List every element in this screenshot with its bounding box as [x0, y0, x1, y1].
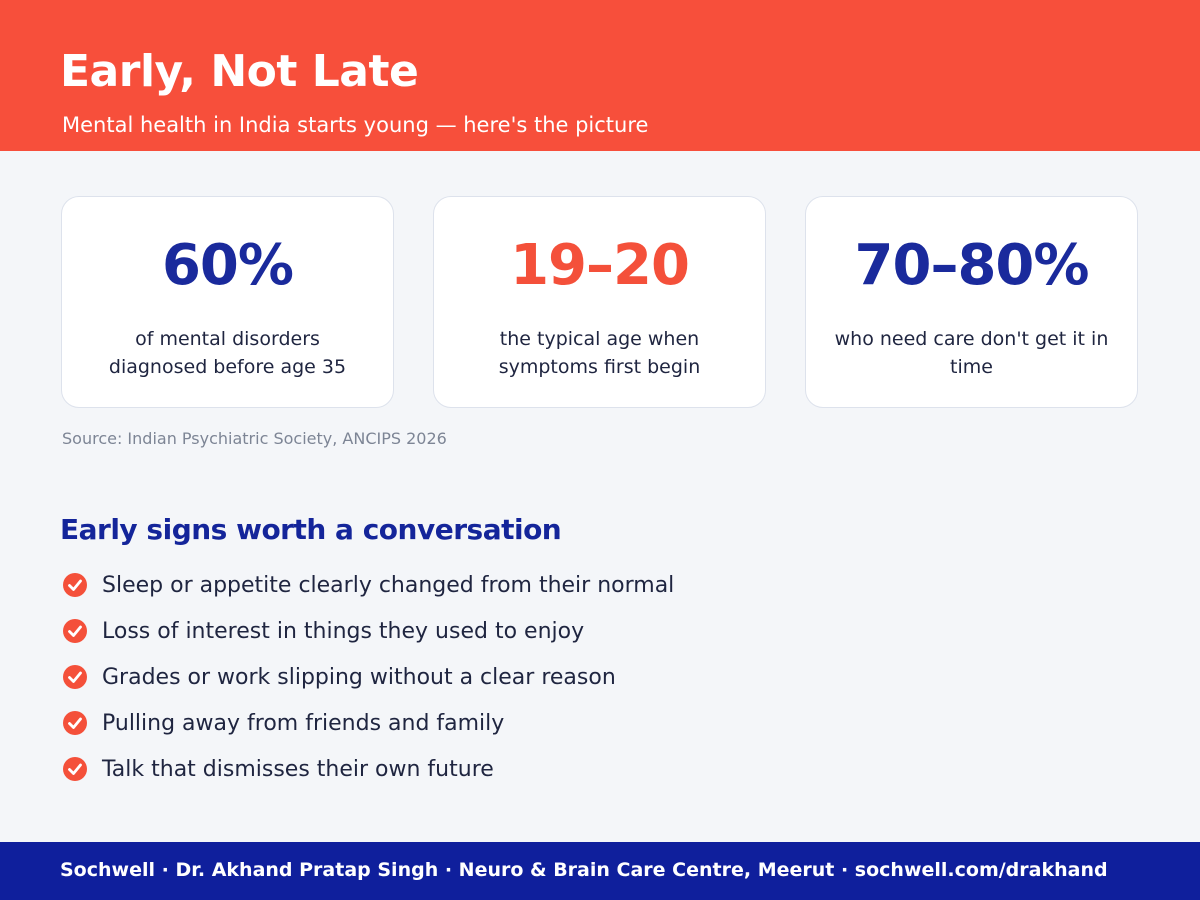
stat-value: 70–80%: [854, 233, 1090, 298]
footer-text: Sochwell · Dr. Akhand Pratap Singh · Neu…: [60, 859, 1108, 881]
stat-value: 19–20: [510, 233, 690, 298]
check-circle: [63, 711, 87, 735]
check-icon: [63, 711, 87, 735]
title: Early, Not Late: [60, 46, 419, 97]
check-circle: [63, 619, 87, 643]
check-mark: [68, 671, 82, 683]
check-icon: [63, 619, 87, 643]
sign-item: Pulling away from friends and family: [62, 708, 504, 738]
section-title: Early signs worth a conversation: [60, 513, 562, 546]
sign-item: Sleep or appetite clearly changed from t…: [62, 570, 674, 600]
subtitle: Mental health in India starts young — he…: [62, 113, 649, 137]
stat-card: 70–80% who need care don't get it in time: [805, 196, 1138, 408]
check-mark: [68, 763, 82, 775]
check-icon: [63, 665, 87, 689]
sign-text: Talk that dismisses their own future: [102, 756, 494, 782]
stat-label: who need care don't get it in time: [834, 328, 1109, 378]
check-mark: [68, 717, 82, 729]
source: Source: Indian Psychiatric Society, ANCI…: [62, 429, 447, 448]
footer: Sochwell · Dr. Akhand Pratap Singh · Neu…: [0, 842, 1200, 900]
check-icon: [63, 573, 87, 597]
sign-text: Sleep or appetite clearly changed from t…: [102, 572, 675, 598]
stat-label: of mental disorders diagnosed before age…: [108, 328, 347, 378]
sign-item: Grades or work slipping without a clear …: [62, 662, 616, 692]
check-circle: [63, 757, 87, 781]
stat-card: 19–20 the typical age when symptoms first…: [433, 196, 766, 408]
sign-text: Loss of interest in things they used to …: [102, 618, 585, 644]
sign-text: Pulling away from friends and family: [102, 710, 505, 736]
check-mark: [68, 625, 82, 637]
check-circle: [63, 665, 87, 689]
stat-card: 60% of mental disorders diagnosed before …: [61, 196, 394, 408]
sign-text: Grades or work slipping without a clear …: [102, 664, 616, 690]
check-icon: [63, 757, 87, 781]
stat-value: 60%: [161, 233, 294, 298]
sign-item: Talk that dismisses their own future: [62, 754, 494, 784]
header: Early, Not Late Mental health in India s…: [0, 0, 1200, 151]
sign-item: Loss of interest in things they used to …: [62, 616, 584, 646]
check-mark: [68, 579, 82, 591]
stat-label: the typical age when symptoms first begi…: [498, 328, 701, 378]
check-circle: [63, 573, 87, 597]
